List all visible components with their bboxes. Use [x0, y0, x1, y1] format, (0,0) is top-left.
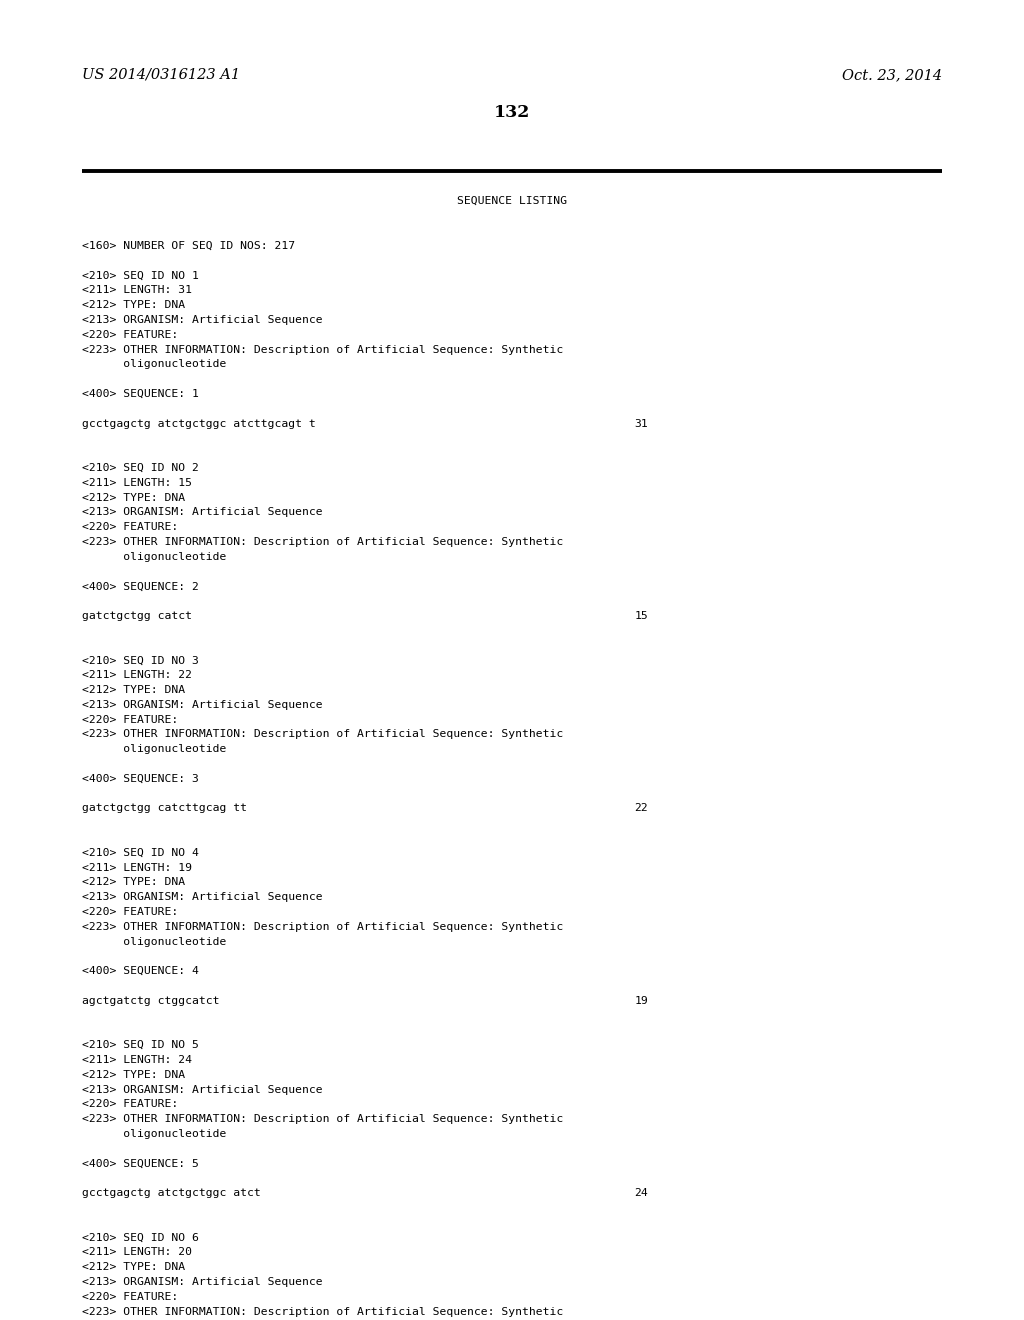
Text: oligonucleotide: oligonucleotide [82, 359, 226, 370]
Text: <223> OTHER INFORMATION: Description of Artificial Sequence: Synthetic: <223> OTHER INFORMATION: Description of … [82, 537, 563, 546]
Text: <212> TYPE: DNA: <212> TYPE: DNA [82, 685, 185, 696]
Text: <220> FEATURE:: <220> FEATURE: [82, 330, 178, 339]
Text: <210> SEQ ID NO 1: <210> SEQ ID NO 1 [82, 271, 199, 281]
Text: SEQUENCE LISTING: SEQUENCE LISTING [457, 195, 567, 206]
Text: <213> ORGANISM: Artificial Sequence: <213> ORGANISM: Artificial Sequence [82, 892, 323, 902]
Text: <213> ORGANISM: Artificial Sequence: <213> ORGANISM: Artificial Sequence [82, 315, 323, 325]
Text: <400> SEQUENCE: 4: <400> SEQUENCE: 4 [82, 966, 199, 977]
Text: <220> FEATURE:: <220> FEATURE: [82, 1292, 178, 1302]
Text: 19: 19 [634, 995, 648, 1006]
Text: oligonucleotide: oligonucleotide [82, 1129, 226, 1139]
Text: <212> TYPE: DNA: <212> TYPE: DNA [82, 1262, 185, 1272]
Text: <220> FEATURE:: <220> FEATURE: [82, 907, 178, 917]
Text: <160> NUMBER OF SEQ ID NOS: 217: <160> NUMBER OF SEQ ID NOS: 217 [82, 242, 295, 251]
Text: 15: 15 [634, 611, 648, 620]
Text: 24: 24 [634, 1188, 648, 1199]
Text: <223> OTHER INFORMATION: Description of Artificial Sequence: Synthetic: <223> OTHER INFORMATION: Description of … [82, 921, 563, 932]
Text: gatctgctgg catcttgcag tt: gatctgctgg catcttgcag tt [82, 804, 247, 813]
Text: oligonucleotide: oligonucleotide [82, 937, 226, 946]
Text: agctgatctg ctggcatct: agctgatctg ctggcatct [82, 995, 219, 1006]
Text: <210> SEQ ID NO 2: <210> SEQ ID NO 2 [82, 463, 199, 473]
Text: <212> TYPE: DNA: <212> TYPE: DNA [82, 878, 185, 887]
Text: <220> FEATURE:: <220> FEATURE: [82, 714, 178, 725]
Text: 132: 132 [494, 104, 530, 121]
Text: <213> ORGANISM: Artificial Sequence: <213> ORGANISM: Artificial Sequence [82, 507, 323, 517]
Text: <223> OTHER INFORMATION: Description of Artificial Sequence: Synthetic: <223> OTHER INFORMATION: Description of … [82, 1307, 563, 1316]
Text: <211> LENGTH: 20: <211> LENGTH: 20 [82, 1247, 193, 1258]
Text: <212> TYPE: DNA: <212> TYPE: DNA [82, 492, 185, 503]
Text: US 2014/0316123 A1: US 2014/0316123 A1 [82, 69, 240, 82]
Text: <211> LENGTH: 15: <211> LENGTH: 15 [82, 478, 193, 488]
Text: <213> ORGANISM: Artificial Sequence: <213> ORGANISM: Artificial Sequence [82, 1085, 323, 1094]
Text: <400> SEQUENCE: 3: <400> SEQUENCE: 3 [82, 774, 199, 784]
Text: <213> ORGANISM: Artificial Sequence: <213> ORGANISM: Artificial Sequence [82, 700, 323, 710]
Text: <223> OTHER INFORMATION: Description of Artificial Sequence: Synthetic: <223> OTHER INFORMATION: Description of … [82, 730, 563, 739]
Text: <212> TYPE: DNA: <212> TYPE: DNA [82, 300, 185, 310]
Text: <220> FEATURE:: <220> FEATURE: [82, 1100, 178, 1109]
Text: <212> TYPE: DNA: <212> TYPE: DNA [82, 1069, 185, 1080]
Text: 22: 22 [634, 804, 648, 813]
Text: <223> OTHER INFORMATION: Description of Artificial Sequence: Synthetic: <223> OTHER INFORMATION: Description of … [82, 1114, 563, 1125]
Text: <211> LENGTH: 19: <211> LENGTH: 19 [82, 862, 193, 873]
Text: <211> LENGTH: 31: <211> LENGTH: 31 [82, 285, 193, 296]
Text: gcctgagctg atctgctggc atct: gcctgagctg atctgctggc atct [82, 1188, 261, 1199]
Text: <210> SEQ ID NO 4: <210> SEQ ID NO 4 [82, 847, 199, 858]
Text: <210> SEQ ID NO 5: <210> SEQ ID NO 5 [82, 1040, 199, 1051]
Text: <223> OTHER INFORMATION: Description of Artificial Sequence: Synthetic: <223> OTHER INFORMATION: Description of … [82, 345, 563, 355]
Text: <210> SEQ ID NO 3: <210> SEQ ID NO 3 [82, 656, 199, 665]
Text: oligonucleotide: oligonucleotide [82, 552, 226, 562]
Text: <400> SEQUENCE: 5: <400> SEQUENCE: 5 [82, 1159, 199, 1168]
Text: <210> SEQ ID NO 6: <210> SEQ ID NO 6 [82, 1233, 199, 1242]
Text: <400> SEQUENCE: 1: <400> SEQUENCE: 1 [82, 389, 199, 399]
Text: <211> LENGTH: 24: <211> LENGTH: 24 [82, 1055, 193, 1065]
Text: <220> FEATURE:: <220> FEATURE: [82, 523, 178, 532]
Text: Oct. 23, 2014: Oct. 23, 2014 [842, 69, 942, 82]
Text: 31: 31 [634, 418, 648, 429]
Text: oligonucleotide: oligonucleotide [82, 744, 226, 754]
Text: gcctgagctg atctgctggc atcttgcagt t: gcctgagctg atctgctggc atcttgcagt t [82, 418, 315, 429]
Text: <211> LENGTH: 22: <211> LENGTH: 22 [82, 671, 193, 680]
Text: <400> SEQUENCE: 2: <400> SEQUENCE: 2 [82, 581, 199, 591]
Text: <213> ORGANISM: Artificial Sequence: <213> ORGANISM: Artificial Sequence [82, 1276, 323, 1287]
Text: gatctgctgg catct: gatctgctgg catct [82, 611, 193, 620]
